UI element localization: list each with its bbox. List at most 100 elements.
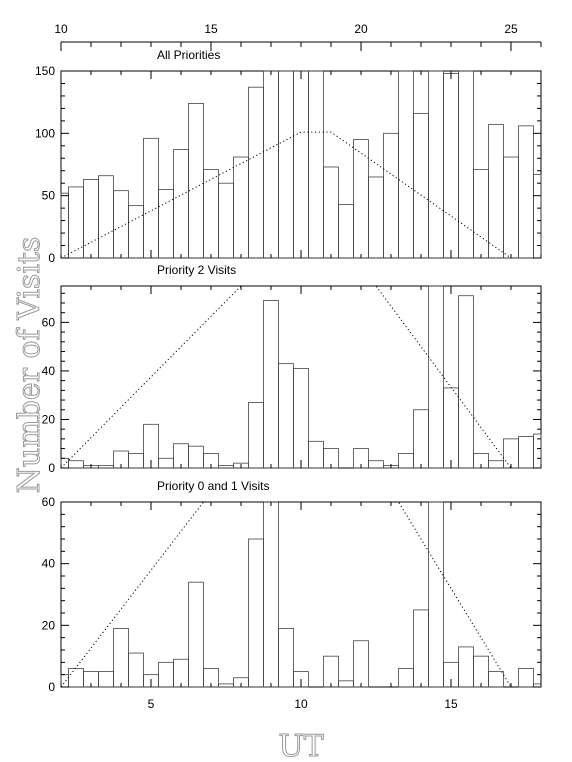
x-tick-label: 5 — [148, 697, 155, 711]
histogram-bar — [458, 646, 474, 688]
histogram-bar — [248, 538, 264, 688]
histogram-bar — [128, 453, 144, 469]
panel-title: Priority 2 Visits — [157, 263, 236, 277]
histogram-bar — [323, 655, 339, 688]
histogram-bar — [398, 453, 414, 469]
y-tick-label: 150 — [35, 64, 55, 78]
histogram-bar — [188, 445, 204, 469]
histogram-bar — [98, 671, 114, 688]
y-tick-label: 60 — [42, 495, 56, 509]
histogram-bar — [428, 70, 444, 259]
histogram-bar — [518, 668, 534, 688]
panel-title: All Priorities — [157, 48, 220, 62]
histogram-bar — [158, 189, 174, 259]
top-axis-tick-label: 25 — [504, 22, 518, 36]
histogram-bar — [278, 363, 294, 469]
histogram-bar — [488, 460, 504, 469]
reference-curve — [60, 131, 512, 259]
histogram-bar — [263, 70, 279, 259]
top-axis-tick-label: 15 — [204, 22, 218, 36]
histogram-bar — [368, 176, 384, 259]
y-tick-label: 0 — [48, 680, 55, 694]
histogram-bar — [188, 103, 204, 259]
histogram-bar — [458, 70, 474, 259]
histogram-bar — [83, 179, 99, 259]
reference-curve — [60, 285, 512, 469]
panel-title: Priority 0 and 1 Visits — [157, 479, 270, 493]
histogram-bar — [203, 169, 219, 259]
histogram-bar — [173, 658, 189, 688]
panel-frame — [60, 501, 542, 688]
histogram-bar — [323, 166, 339, 259]
histogram-bar — [338, 203, 354, 259]
y-tick-label: 40 — [42, 364, 56, 378]
histogram-bar — [60, 457, 69, 469]
histogram-bar — [158, 661, 174, 688]
histogram-bar — [503, 438, 519, 469]
histogram-bar — [443, 387, 459, 469]
histogram-bar — [308, 440, 324, 469]
histogram-bar — [218, 465, 234, 469]
histogram-bar — [188, 581, 204, 688]
histogram-bar — [248, 86, 264, 259]
histogram-bar — [218, 182, 234, 259]
histogram-bar — [518, 436, 534, 469]
histogram-bar — [428, 501, 444, 688]
histogram-bar — [413, 409, 429, 469]
top-axis-tick-label: 20 — [354, 22, 368, 36]
histogram-bar — [428, 285, 444, 469]
y-tick-label: 40 — [42, 557, 56, 571]
y-tick-label: 100 — [35, 126, 55, 140]
histogram-bar — [158, 457, 174, 469]
histogram-bar — [368, 460, 384, 469]
histogram-bar — [308, 70, 324, 259]
histogram-bar — [173, 149, 189, 259]
histogram-bar — [443, 73, 459, 259]
histogram-bar — [60, 674, 69, 688]
histogram-bar — [278, 628, 294, 688]
y-tick-label: 0 — [48, 461, 55, 475]
histogram-bar — [488, 671, 504, 688]
histogram-bar — [68, 460, 84, 469]
histogram-bar — [98, 175, 114, 259]
histogram-bar — [98, 465, 114, 469]
histogram-bar — [128, 652, 144, 688]
histogram-bar — [113, 190, 129, 259]
histogram-bar — [353, 139, 369, 259]
histogram-bar — [263, 300, 279, 469]
histogram-bar — [60, 192, 69, 259]
histogram-bar — [473, 655, 489, 688]
panel-frame — [60, 285, 542, 469]
x-axis-label: UT — [278, 729, 323, 762]
panel-frame — [60, 70, 542, 259]
top-axis-tick-label: 10 — [54, 22, 68, 36]
histogram-bar — [113, 628, 129, 688]
x-tick-label: 15 — [444, 697, 458, 711]
histogram-bar — [413, 609, 429, 688]
histogram-bar — [488, 124, 504, 259]
histogram-bar — [458, 295, 474, 469]
y-tick-label: 20 — [42, 412, 56, 426]
histogram-bar — [413, 112, 429, 259]
y-tick-label: 0 — [48, 251, 55, 265]
histogram-bar — [293, 368, 309, 469]
histogram-bar — [383, 132, 399, 259]
y-tick-label: 50 — [42, 189, 56, 203]
y-tick-label: 60 — [42, 315, 56, 329]
histogram-bar — [398, 668, 414, 688]
histogram-bar — [233, 156, 249, 259]
y-axis-label: Number of Visits — [12, 237, 47, 494]
histogram-bar — [503, 156, 519, 259]
histogram-bar — [263, 501, 279, 688]
x-tick-label: 10 — [294, 697, 308, 711]
histogram-bar — [518, 125, 534, 259]
histogram-bar — [293, 70, 309, 259]
histogram-bar — [353, 640, 369, 688]
histogram-bar — [128, 205, 144, 259]
histogram-bar — [473, 169, 489, 259]
histogram-bar — [68, 668, 84, 688]
y-tick-label: 20 — [42, 618, 56, 632]
histogram-bar — [338, 680, 354, 688]
histogram-bar — [248, 402, 264, 469]
